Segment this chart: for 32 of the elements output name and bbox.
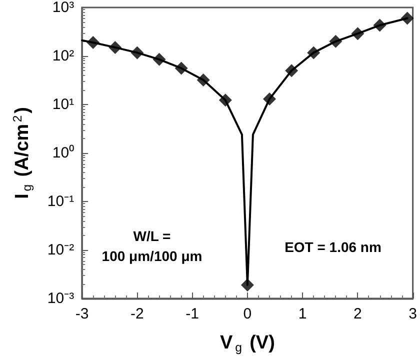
point — [285, 64, 298, 78]
point — [152, 52, 166, 66]
point — [373, 18, 386, 32]
y-tick-label: 10² — [52, 48, 74, 64]
y-tick-label: 10¹ — [52, 96, 74, 113]
point — [196, 74, 210, 86]
point — [400, 12, 414, 25]
x-tick-label: -2 — [130, 306, 144, 322]
annotation: EOT = 1.06 nm — [284, 239, 382, 255]
x-tick-label: -1 — [186, 306, 199, 322]
annotation: W/L = 100 μm/100 μm — [102, 228, 202, 264]
y-tick-label: 10⁰ — [52, 144, 74, 162]
point — [108, 40, 122, 54]
point — [240, 278, 254, 292]
y-axis-title: Ig (A/cm2) — [10, 107, 34, 199]
y-tick-label: 10⁻¹ — [47, 193, 74, 210]
y-tick-label: 10⁻² — [47, 242, 74, 258]
x-tick-label: 3 — [408, 306, 417, 322]
point — [174, 62, 188, 75]
point — [86, 36, 100, 49]
point — [263, 92, 276, 106]
point — [351, 27, 364, 40]
x-tick-label: -3 — [75, 306, 89, 322]
point — [307, 46, 320, 60]
x-tick-label: 0 — [243, 306, 252, 322]
point — [218, 94, 232, 107]
y-tick-label: 10³ — [52, 0, 74, 16]
y-tick-label: 10⁻³ — [47, 290, 74, 307]
point — [130, 46, 144, 60]
point — [329, 34, 342, 48]
x-tick-label: 1 — [298, 306, 307, 322]
x-tick-label: 2 — [354, 306, 362, 322]
